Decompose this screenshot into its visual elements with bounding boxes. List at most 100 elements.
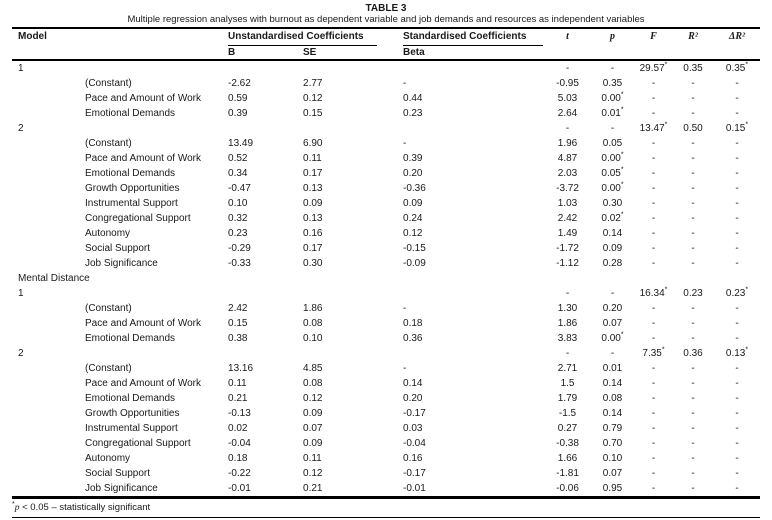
- cell-r2: -: [691, 483, 695, 494]
- cell-p: 0.79: [602, 423, 623, 434]
- cell-b: -0.33: [228, 258, 251, 269]
- cell-f: -: [651, 408, 656, 419]
- cell-dr2: -: [735, 423, 739, 434]
- section-row: Mental Distance: [12, 271, 760, 286]
- variable-name: Job Significance: [85, 483, 158, 494]
- cell-p: -: [610, 348, 615, 359]
- variable-name: [85, 286, 228, 301]
- cell-r2: -: [691, 93, 695, 104]
- cell-se: 0.12: [303, 93, 323, 104]
- table-row: Emotional Demands 0.21 0.12 0.20 1.79 0.08 - - -: [12, 391, 760, 406]
- cell-dr2: -: [735, 453, 739, 464]
- cell-p: 0.02*: [601, 211, 624, 224]
- variable-name: Emotional Demands: [85, 333, 176, 344]
- cell-b: 0.15: [228, 318, 248, 329]
- cell-dr2: 0.35*: [725, 61, 749, 74]
- cell-se: 0.07: [303, 423, 323, 434]
- cell-p: 0.05: [602, 138, 623, 149]
- cell-beta: -: [403, 363, 407, 374]
- cell-p: 0.14: [602, 228, 623, 239]
- table-row: Emotional Demands 0.34 0.17 0.20 2.03 0.05* - -…: [12, 166, 760, 181]
- cell-t: 1.86: [557, 318, 578, 329]
- cell-b: 0.18: [228, 453, 248, 464]
- cell-se: 0.16: [303, 228, 323, 239]
- significance-asterisk: *: [664, 286, 668, 294]
- section-label: Mental Distance: [18, 273, 90, 284]
- cell-beta: -: [403, 78, 407, 89]
- cell-beta: 0.39: [403, 153, 423, 164]
- table-row: Pace and Amount of Work 0.15 0.08 0.18 1.86 0…: [12, 316, 760, 331]
- significance-asterisk: *: [620, 331, 624, 339]
- cell-f: -: [651, 393, 656, 404]
- cell-t: -1.81: [556, 468, 579, 479]
- col-header-p: p: [610, 31, 616, 42]
- cell-beta: 0.36: [403, 333, 423, 344]
- model-number: 1: [18, 63, 24, 74]
- cell-r2: -: [691, 303, 695, 314]
- cell-f: [635, 271, 672, 286]
- col-header-model: Model: [18, 31, 47, 42]
- cell-dr2: -: [735, 183, 739, 194]
- table-row: Emotional Demands 0.38 0.10 0.36 3.83 0.00* - -…: [12, 331, 760, 346]
- cell-se: 4.85: [303, 363, 323, 374]
- cell-p: 0.01*: [601, 106, 624, 119]
- model-number: [12, 226, 85, 241]
- cell-p: 0.09: [602, 243, 623, 254]
- col-header-f: F: [650, 31, 657, 42]
- cell-t: 2.42: [557, 213, 578, 224]
- cell-p: 0.35: [602, 78, 623, 89]
- cell-b: -0.04: [228, 438, 251, 449]
- variable-name: [85, 346, 228, 361]
- significance-asterisk: *: [620, 181, 624, 189]
- cell-f: -: [651, 108, 656, 119]
- cell-t: -0.06: [556, 483, 579, 494]
- cell-r2: -: [691, 363, 695, 374]
- table-title: TABLE 3: [365, 3, 407, 14]
- cell-p: 0.10: [602, 453, 623, 464]
- cell-p: 0.14: [602, 408, 623, 419]
- cell-se: 0.10: [303, 333, 323, 344]
- cell-b: -0.22: [228, 468, 251, 479]
- cell-p: 0.00*: [601, 91, 624, 104]
- cell-t: 0.27: [557, 423, 578, 434]
- cell-dr2: -: [735, 198, 739, 209]
- cell-se: 0.12: [303, 468, 323, 479]
- cell-b: [228, 60, 303, 76]
- model-number: [12, 436, 85, 451]
- cell-t: -0.95: [556, 78, 579, 89]
- col-header-beta: Beta: [403, 46, 546, 61]
- variable-name: Pace and Amount of Work: [85, 93, 201, 104]
- cell-f: -: [651, 228, 656, 239]
- cell-b: [228, 346, 303, 361]
- cell-se: 0.13: [303, 213, 323, 224]
- cell-b: 0.23: [228, 228, 248, 239]
- cell-dr2: -: [735, 243, 739, 254]
- cell-beta: -0.01: [403, 483, 426, 494]
- header-row-sub: B SE Beta: [12, 46, 761, 61]
- footnote-text: < 0.05 – statistically significant: [22, 502, 151, 513]
- model-number: [12, 181, 85, 196]
- table-row: Autonomy 0.23 0.16 0.12 1.49 0.14 - - -: [12, 226, 760, 241]
- model-number: [12, 406, 85, 421]
- cell-f: -: [651, 438, 656, 449]
- table-row: Growth Opportunities -0.13 0.09 -0.17 -1.5 0.…: [12, 406, 760, 421]
- cell-f: -: [651, 303, 656, 314]
- model-number: [12, 376, 85, 391]
- significance-asterisk: *: [664, 121, 668, 129]
- cell-f: -: [651, 378, 656, 389]
- col-group-unstandardised: Unstandardised Coefficients: [228, 31, 378, 46]
- cell-dr2: 0.15*: [725, 121, 749, 134]
- cell-f: 7.35*: [642, 346, 665, 359]
- cell-beta: 0.44: [403, 93, 423, 104]
- cell-b: [228, 271, 303, 286]
- significance-asterisk: *: [620, 211, 624, 219]
- cell-r2: 0.35: [683, 63, 703, 74]
- cell-r2: -: [691, 378, 695, 389]
- variable-name: Pace and Amount of Work: [85, 378, 201, 389]
- table-row: (Constant) 2.42 1.86 - 1.30 0.20 - - -: [12, 301, 760, 316]
- model-number: [12, 136, 85, 151]
- cell-se: 0.30: [303, 258, 323, 269]
- cell-t: 1.30: [557, 303, 578, 314]
- cell-b: 0.32: [228, 213, 248, 224]
- cell-f: -: [651, 363, 656, 374]
